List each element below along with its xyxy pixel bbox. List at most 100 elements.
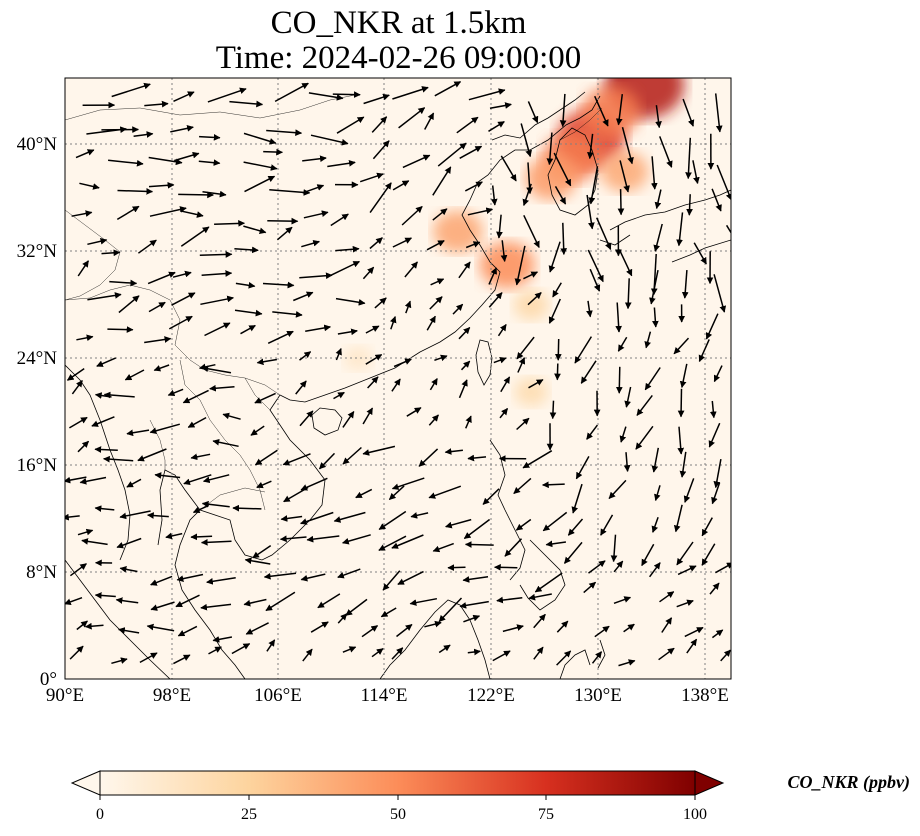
wind-arrow	[265, 591, 296, 612]
wind-arrow	[337, 328, 358, 336]
wind-arrow	[206, 577, 236, 585]
wind-arrow	[428, 414, 439, 426]
wind-arrow	[71, 210, 93, 217]
wind-arrow	[391, 378, 401, 392]
wind-arrow	[641, 543, 655, 567]
wind-arrow	[116, 205, 140, 221]
wind-arrow	[266, 639, 276, 652]
wind-arrow	[496, 214, 503, 239]
wind-arrow	[300, 511, 334, 525]
wind-arrow	[335, 245, 360, 253]
wind-arrow	[636, 394, 653, 416]
wind-arrow	[118, 295, 140, 314]
wind-arrow	[207, 87, 247, 103]
wind-arrow	[621, 127, 634, 165]
wind-arrow	[651, 447, 660, 473]
wind-arrow	[390, 315, 397, 330]
wind-arrow	[464, 541, 494, 548]
wind-arrow	[522, 450, 553, 469]
wind-arrow	[144, 100, 169, 108]
wind-arrow	[552, 282, 562, 298]
wind-arrow	[409, 597, 438, 606]
wind-arrow	[432, 166, 452, 196]
wind-arrow	[402, 154, 431, 169]
lon-tick: 138°E	[681, 685, 729, 706]
wind-arrow	[404, 300, 412, 314]
wind-arrow	[725, 224, 731, 234]
wind-arrow	[549, 400, 557, 420]
wind-arrow	[367, 376, 379, 389]
lon-tick: 90°E	[46, 685, 84, 706]
wind-arrow	[380, 607, 397, 618]
wind-arrow	[183, 474, 212, 486]
wind-arrow	[465, 415, 472, 429]
wind-arrow	[676, 541, 694, 566]
wind-arrow	[683, 478, 695, 503]
wind-arrow	[65, 596, 83, 606]
wind-arrow	[682, 98, 695, 127]
wind-arrow	[711, 188, 722, 212]
wind-arrow	[173, 654, 191, 665]
wind-arrow	[243, 225, 267, 235]
gridlines	[65, 78, 731, 679]
wind-arrow	[201, 500, 230, 508]
wind-arrow	[94, 592, 116, 599]
wind-arrow	[542, 511, 568, 532]
wind-arrow	[87, 292, 122, 301]
wind-arrow	[256, 358, 278, 366]
wind-arrow	[327, 159, 356, 168]
wind-arrow	[526, 162, 533, 195]
wind-arrow	[150, 601, 175, 611]
wind-arrow	[714, 93, 723, 133]
wind-arrow	[137, 239, 157, 254]
wind-arrow	[372, 140, 390, 160]
wind-arrow	[698, 339, 710, 363]
wind-arrow	[103, 455, 134, 463]
lat-tick: 32°N	[17, 241, 58, 262]
wind-arrow	[715, 562, 731, 574]
wind-arrow	[168, 315, 193, 330]
wind-arrow	[392, 237, 413, 248]
wind-arrow	[212, 636, 233, 643]
wind-arrow	[267, 330, 294, 344]
wind-arrow	[139, 652, 158, 664]
wind-arrow	[548, 298, 561, 324]
wind-arrow	[365, 353, 383, 365]
wind-arrow	[198, 159, 221, 166]
wind-arrow	[337, 613, 348, 624]
wind-arrow	[424, 112, 435, 130]
wind-arrow	[345, 598, 368, 616]
wind-arrow	[362, 266, 375, 280]
wind-arrow	[677, 565, 697, 576]
wind-arrow	[369, 237, 383, 250]
wind-arrow	[293, 291, 314, 302]
wind-arrow	[94, 446, 118, 453]
wind-arrow	[482, 488, 500, 505]
wind-arrow	[713, 458, 722, 489]
wind-arrow	[613, 560, 624, 573]
wind-arrow	[523, 271, 539, 280]
wind-arrow	[201, 270, 233, 277]
wind-arrow	[424, 620, 442, 628]
wind-arrow	[610, 534, 618, 563]
wind-arrow	[187, 416, 207, 428]
wind-arrow	[262, 281, 295, 289]
lon-tick: 122°E	[467, 685, 515, 706]
lat-tick: 8°N	[26, 562, 57, 583]
wind-arrow	[533, 613, 546, 629]
wind-arrow	[342, 646, 357, 653]
wind-arrow	[397, 570, 424, 585]
wind-arrow	[79, 182, 100, 190]
wind-arrow	[655, 105, 662, 129]
wind-arrow	[204, 322, 231, 337]
wind-arrow	[556, 650, 572, 666]
wind-arrow	[263, 148, 283, 156]
wind-arrow	[305, 324, 331, 332]
wind-arrow	[554, 363, 561, 381]
wind-arrow	[533, 646, 544, 660]
wind-arrow	[711, 629, 724, 639]
co-hotspot	[343, 346, 373, 371]
wind-arrow	[182, 389, 209, 404]
wind-vectors	[65, 81, 731, 667]
wind-arrow	[149, 423, 181, 435]
